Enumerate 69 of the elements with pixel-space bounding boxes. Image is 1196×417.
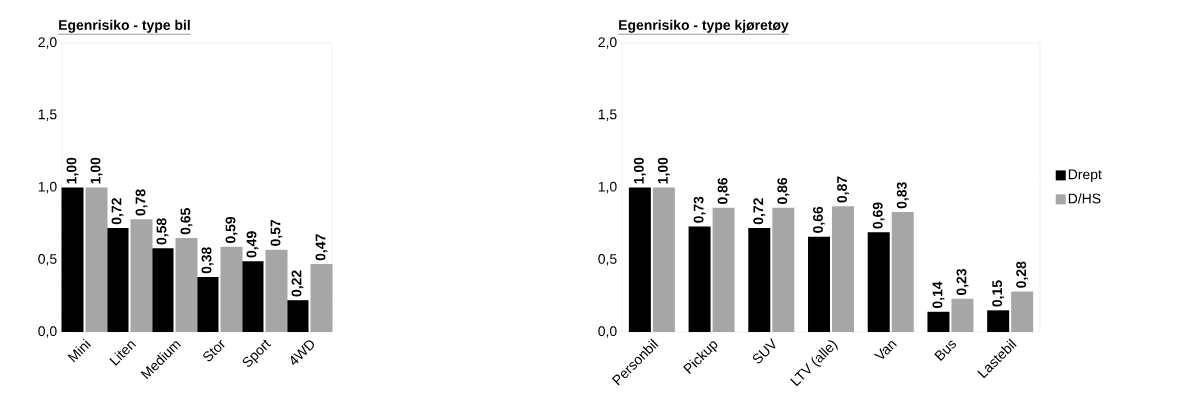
data-label: 0,47 — [315, 234, 328, 261]
y-tick-label: 1,0 — [598, 181, 617, 194]
bar — [688, 226, 711, 332]
data-label: 0,65 — [180, 208, 193, 235]
chart-title: Egenrisiko - type bil — [59, 19, 190, 33]
data-label: 0,86 — [717, 177, 730, 204]
data-label: 0,14 — [932, 281, 945, 309]
data-label: 0,23 — [956, 268, 969, 296]
bar — [628, 187, 651, 332]
data-label: 1,00 — [657, 157, 670, 184]
bar — [951, 298, 974, 332]
data-label: 0,86 — [777, 177, 790, 204]
bar — [265, 249, 288, 332]
bar — [151, 248, 174, 332]
bar — [832, 206, 855, 332]
data-label: 1,00 — [66, 157, 79, 184]
data-label: 0,87 — [837, 176, 849, 203]
y-tick-label: 2,0 — [598, 37, 617, 49]
bar — [891, 212, 914, 332]
data-label: 1,00 — [633, 157, 646, 184]
bar — [85, 187, 108, 332]
x-tick-label: Stor — [203, 339, 225, 362]
y-tick-label: 1,5 — [598, 109, 617, 121]
y-tick-label: 1,0 — [38, 181, 57, 194]
bar — [867, 232, 890, 332]
bar — [712, 207, 735, 332]
y-tick-label: 0,0 — [598, 326, 617, 338]
y-tick-label: 0,5 — [38, 253, 57, 266]
data-label: 0,59 — [225, 216, 238, 243]
bar — [286, 300, 309, 332]
x-tick-label: Van — [873, 340, 897, 359]
bar — [196, 277, 219, 332]
data-label: 0,72 — [111, 198, 124, 225]
data-label: 0,58 — [156, 218, 169, 245]
data-label: 0,38 — [201, 247, 214, 274]
data-label: 0,78 — [135, 189, 148, 216]
y-tick-label: 0,5 — [598, 253, 617, 266]
data-label: 0,15 — [992, 280, 1005, 307]
chart-title: Egenrisiko - type kjøretøy — [619, 19, 789, 33]
bar — [772, 207, 795, 332]
bar — [175, 238, 198, 332]
y-tick-label: 2,0 — [38, 37, 57, 49]
data-label: 0,49 — [246, 231, 259, 258]
bar — [987, 310, 1010, 332]
bar — [61, 187, 84, 332]
y-tick-label: 1,5 — [38, 109, 57, 121]
bar — [241, 261, 264, 332]
data-label: 0,57 — [270, 219, 283, 246]
data-label: 0,22 — [291, 270, 304, 297]
bar — [808, 236, 831, 332]
bar — [652, 187, 675, 332]
bar — [106, 227, 129, 332]
bar — [310, 264, 333, 332]
bar — [927, 311, 950, 332]
legend-label: Drept — [1068, 169, 1102, 183]
data-label: 0,69 — [872, 202, 885, 229]
data-label: 0,72 — [753, 198, 766, 225]
data-label: 1,00 — [90, 157, 103, 184]
y-tick-label: 0,0 — [38, 326, 57, 338]
legend-label: D/HS — [1068, 193, 1101, 204]
data-label: 0,66 — [813, 206, 825, 233]
data-label: 0,83 — [896, 182, 909, 209]
bar — [130, 219, 153, 332]
bar — [1011, 291, 1034, 332]
data-label: 0,73 — [693, 196, 706, 223]
data-label: 0,28 — [1016, 261, 1029, 288]
bar — [220, 246, 243, 332]
x-tick-label: Bus — [934, 340, 957, 361]
bar — [748, 227, 771, 332]
